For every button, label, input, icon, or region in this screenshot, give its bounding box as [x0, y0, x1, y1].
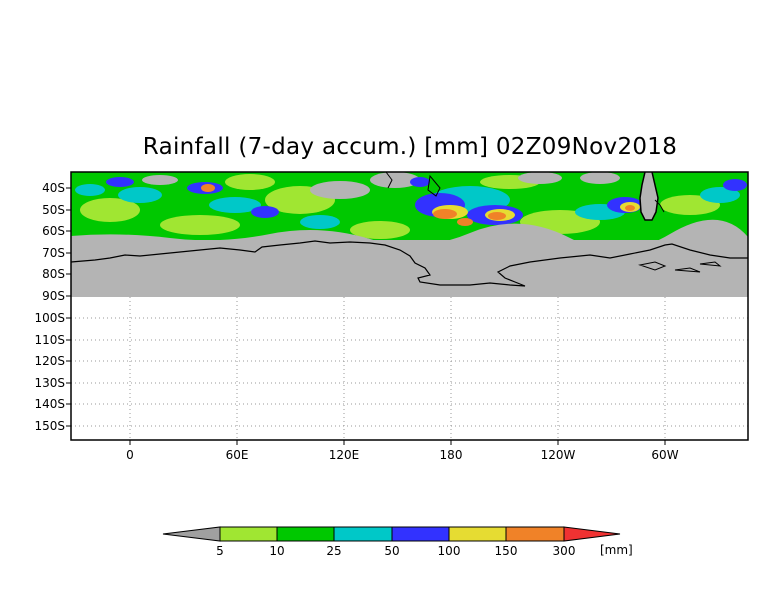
grid-lines — [71, 297, 748, 440]
lat-label: 40S — [42, 181, 65, 195]
colorbar-label: 10 — [269, 544, 285, 558]
lon-label: 0 — [126, 448, 134, 462]
lat-label: 110S — [34, 333, 65, 347]
map-frame — [70, 171, 749, 441]
colorbar-label: 50 — [384, 544, 400, 558]
lon-label: 180 — [439, 448, 463, 462]
lat-label: 50S — [42, 203, 65, 217]
lat-label: 60S — [42, 224, 65, 238]
lon-label: 60E — [225, 448, 249, 462]
colorbar-max-triangle — [563, 526, 621, 542]
lat-label: 70S — [42, 246, 65, 260]
colorbar-min-triangle — [162, 526, 221, 542]
lat-label: 120S — [34, 354, 65, 368]
lon-label: 120W — [540, 448, 576, 462]
south-america-coastline — [639, 171, 659, 221]
map-title: Rainfall (7-day accum.) [mm] 02Z09Nov201… — [142, 134, 678, 160]
colorbar-label: 300 — [552, 544, 576, 558]
colorbar-label: 150 — [494, 544, 518, 558]
rainfall-field — [71, 172, 748, 240]
lon-label: 60W — [651, 448, 679, 462]
lat-label: 140S — [34, 397, 65, 411]
colorbar-label: 25 — [326, 544, 342, 558]
antarctica-coastline — [70, 240, 748, 287]
colorbar-label: 100 — [437, 544, 461, 558]
colorbar — [162, 526, 621, 542]
lat-label: 100S — [34, 311, 65, 325]
lat-label: 150S — [34, 419, 65, 433]
lat-label: 90S — [42, 289, 65, 303]
lat-label: 130S — [34, 376, 65, 390]
lat-label: 80S — [42, 267, 65, 281]
colorbar-label: 5 — [216, 544, 224, 558]
new-zealand-coastline — [427, 174, 441, 197]
lon-label: 120E — [328, 448, 360, 462]
colorbar-unit: [mm] — [600, 543, 633, 557]
